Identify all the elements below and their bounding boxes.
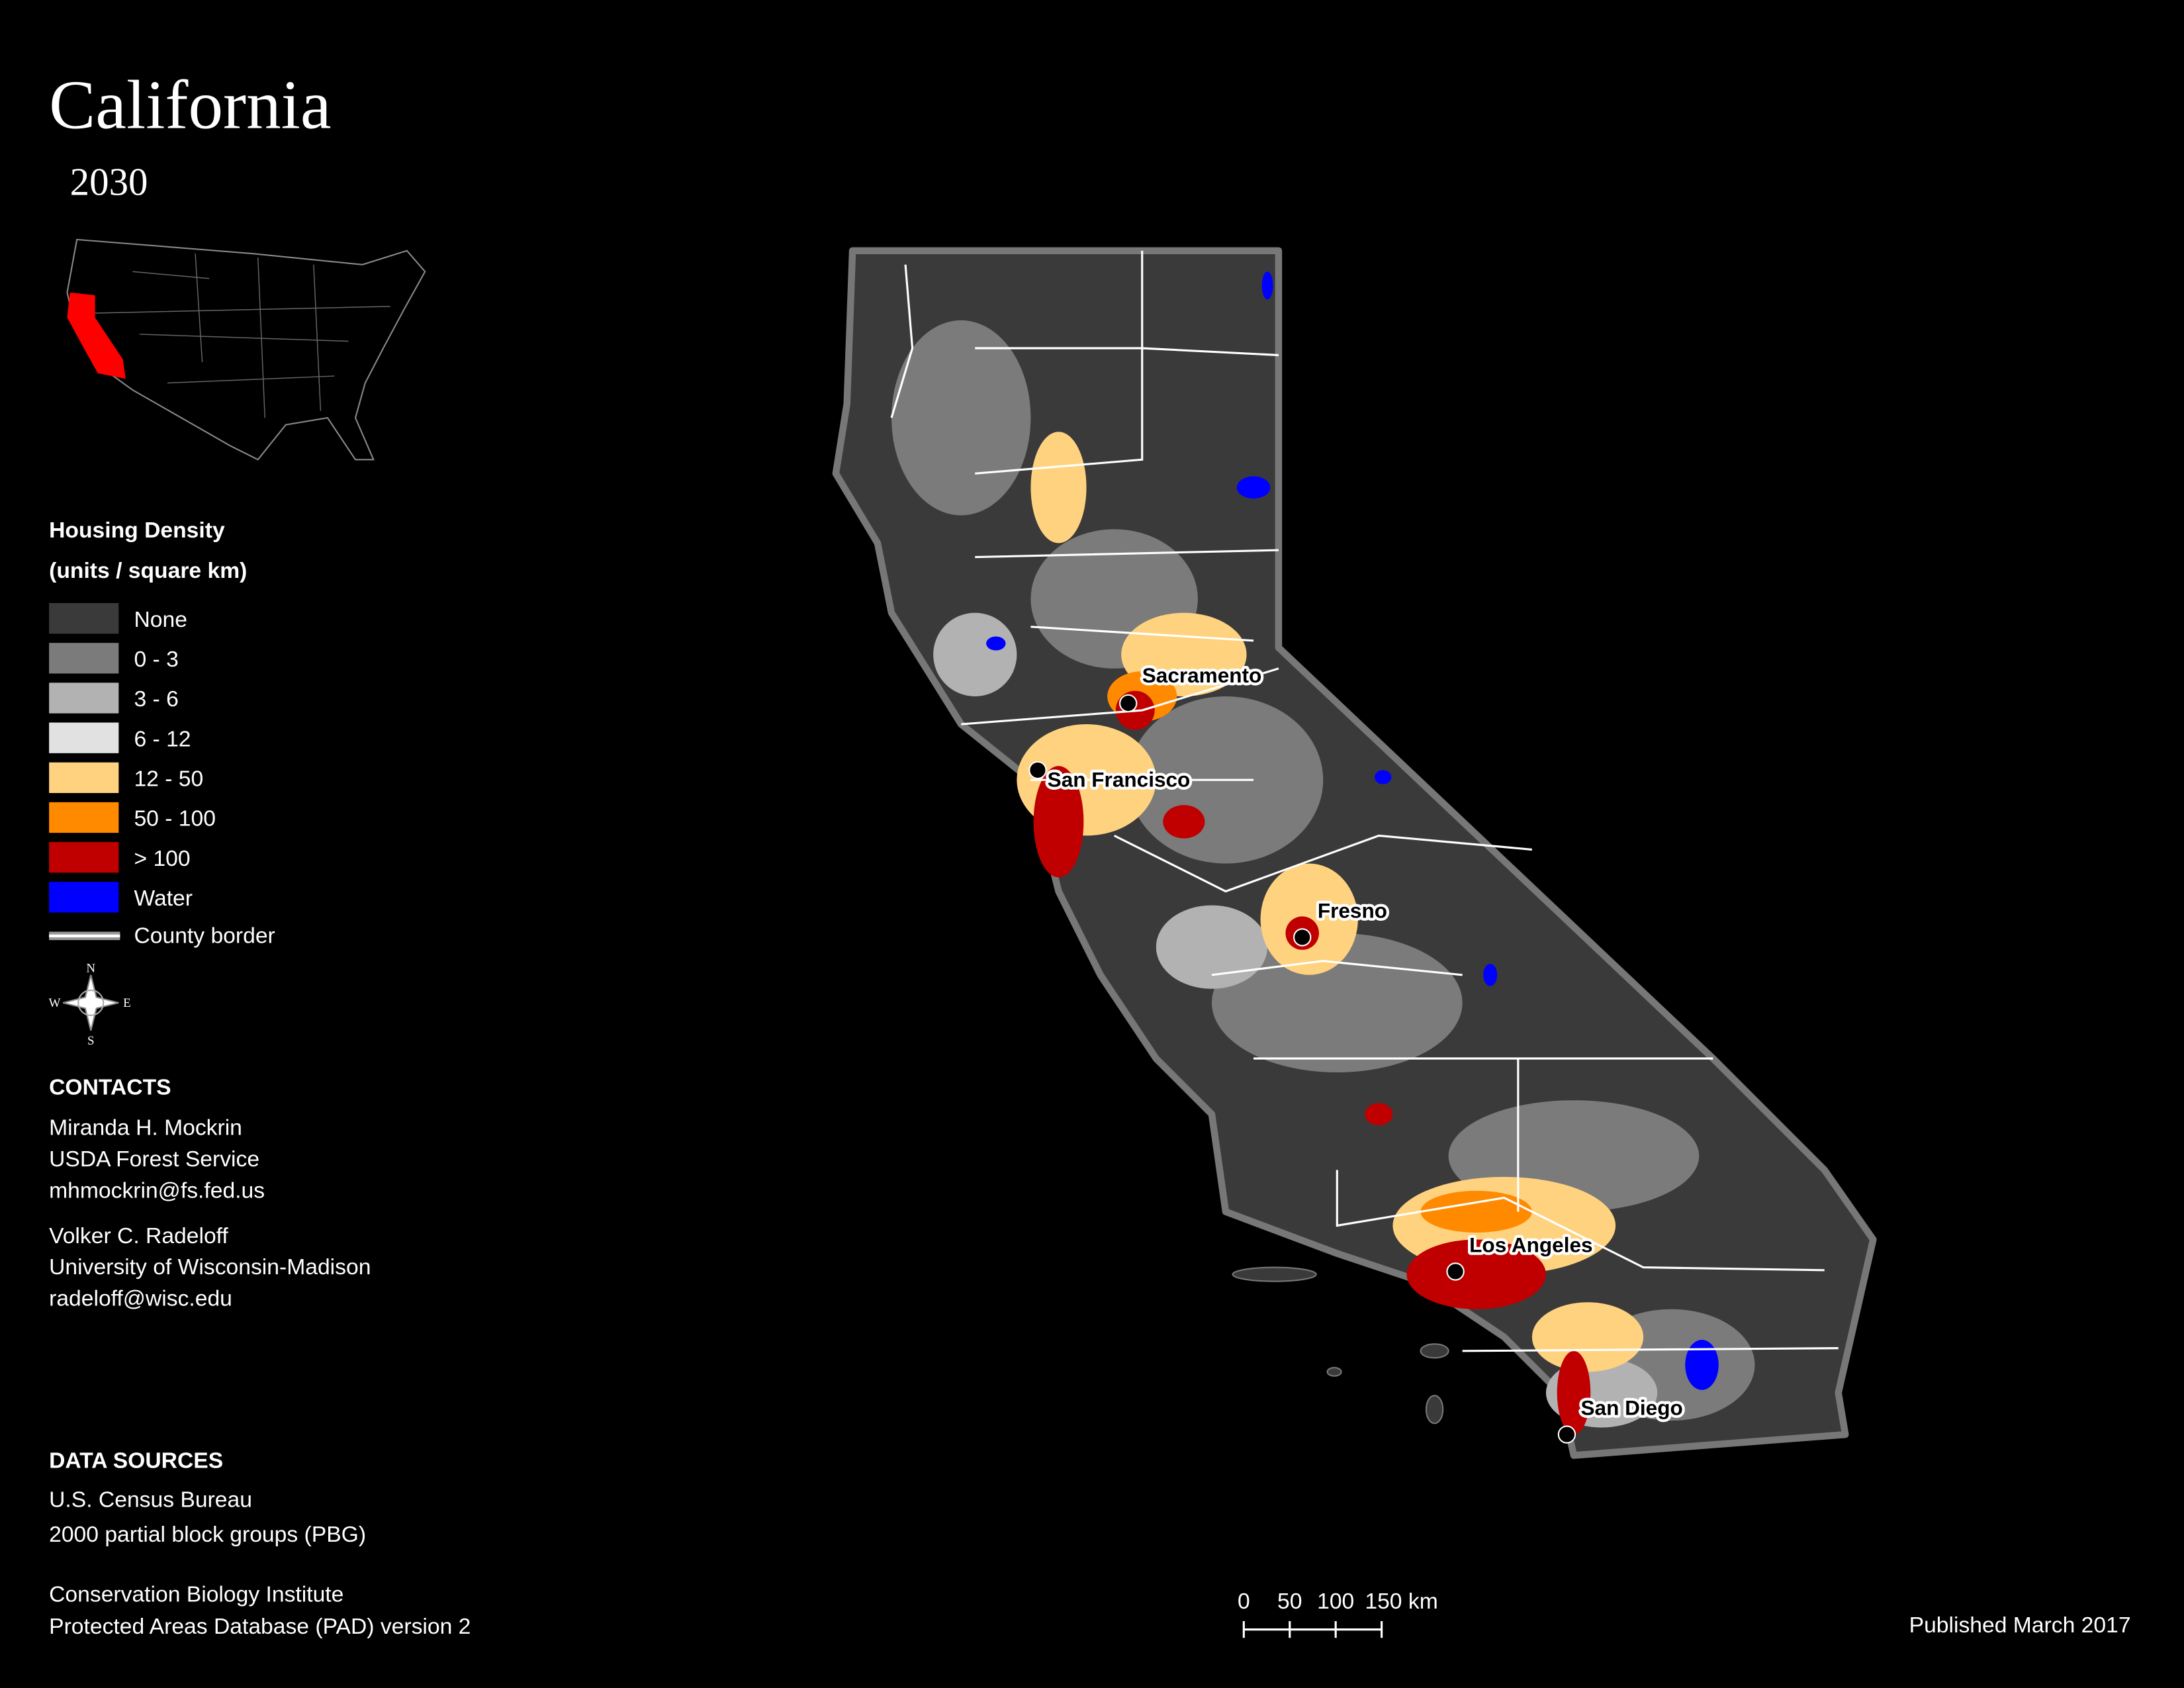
area (1163, 805, 1205, 839)
legend-label: 3 - 6 (134, 687, 178, 712)
legend-swatch (49, 882, 119, 913)
islands (1232, 1266, 1449, 1425)
city-label: San Francisco (1048, 768, 1191, 792)
area (1420, 1190, 1532, 1233)
city-dot (1293, 928, 1312, 947)
scale-bar: 0 50 100 150 km (1238, 1589, 1438, 1638)
legend-label: None (134, 608, 187, 632)
sources-title: DATA SOURCES (49, 1449, 223, 1474)
area (933, 612, 1017, 696)
california-highlight (67, 292, 126, 379)
scale-label: 0 (1238, 1589, 1250, 1614)
california-map (832, 247, 1877, 1459)
scale-label: 50 (1277, 1589, 1302, 1614)
area (1406, 1239, 1546, 1309)
area (1531, 1302, 1644, 1372)
contact-line: mhmockrin@fs.fed.us (49, 1178, 265, 1203)
sources: U.S. Census Bureau 2000 partial block gro… (49, 1487, 471, 1638)
source-line: Protected Areas Database (PAD) version 2 (49, 1615, 471, 1639)
island (1232, 1266, 1317, 1282)
legend-swatch (49, 643, 119, 674)
source-line: U.S. Census Bureau (49, 1487, 252, 1512)
city-dot (1557, 1425, 1576, 1444)
area (1033, 766, 1084, 878)
area (891, 320, 1031, 516)
compass-w: W (49, 996, 61, 1010)
contact-line: Volker C. Radeloff (49, 1224, 228, 1248)
legend-subtitle: (units / square km) (49, 559, 247, 583)
compass-n: N (86, 962, 95, 976)
legend-swatch (49, 802, 119, 833)
legend-label: County border (134, 923, 275, 948)
contacts-title: CONTACTS (49, 1076, 171, 1100)
lake (1685, 1340, 1719, 1390)
title: California (49, 66, 331, 144)
source-line: Conservation Biology Institute (49, 1583, 343, 1607)
island (1420, 1343, 1449, 1359)
city-dot (1446, 1262, 1465, 1281)
scale-label: 100 (1317, 1589, 1354, 1614)
state-lines (83, 253, 390, 418)
contact-line: Miranda H. Mockrin (49, 1116, 242, 1141)
contact-line: USDA Forest Service (49, 1147, 259, 1172)
legend-label: 0 - 3 (134, 647, 178, 672)
legend-label: 6 - 12 (134, 727, 191, 751)
lake (986, 636, 1006, 651)
legend-title: Housing Density (49, 518, 225, 543)
county-borders (890, 250, 1839, 1352)
legend-label: > 100 (134, 847, 190, 871)
subtitle: 2030 (70, 161, 148, 204)
contacts: Miranda H. Mockrin USDA Forest Service mhm… (49, 1116, 371, 1311)
lake (1483, 963, 1498, 986)
compass-s: S (87, 1034, 95, 1048)
legend-swatch (49, 842, 119, 873)
lake (1236, 476, 1271, 499)
footer: Published March 2017 (1909, 1613, 2131, 1638)
water (986, 271, 1719, 1390)
cities: Sacramento San Francisco Fresno Los Angeles… (1028, 661, 1686, 1444)
area (1156, 905, 1268, 989)
legend-label: 12 - 50 (134, 767, 203, 791)
area (1557, 1350, 1591, 1435)
lake (1261, 271, 1273, 300)
contact-line: radeloff@wisc.edu (49, 1286, 232, 1311)
island (1425, 1395, 1444, 1425)
urban (1033, 690, 1591, 1435)
city-dot (1028, 761, 1047, 780)
compass-e: E (123, 996, 131, 1010)
legend-swatch (49, 762, 119, 793)
us-inset (66, 238, 426, 461)
contact-line: University of Wisconsin-Madison (49, 1255, 371, 1280)
scale-label: 150 km (1365, 1589, 1437, 1614)
legend-label: Water (134, 886, 193, 911)
city-label: Sacramento (1142, 663, 1262, 687)
area (1365, 1103, 1393, 1125)
compass: N S E W (49, 962, 131, 1048)
legend-label: 50 - 100 (134, 807, 216, 831)
city-label: San Diego (1580, 1396, 1682, 1420)
city-label: Fresno (1318, 899, 1387, 923)
lake (1375, 770, 1392, 784)
legend: None 0 - 3 3 - 6 6 - 12 12 - 50 50 - 100 > 100… (49, 603, 216, 913)
compass-star (62, 974, 119, 1031)
legend-swatch (49, 603, 119, 634)
city-label: Los Angeles (1469, 1233, 1592, 1256)
source-line: 2000 partial block groups (PBG) (49, 1523, 366, 1547)
legend-swatch (49, 722, 119, 753)
compass-ring (77, 989, 105, 1016)
area (1030, 432, 1087, 543)
island (1326, 1367, 1342, 1377)
legend-swatch (49, 682, 119, 714)
city-dot (1119, 694, 1138, 713)
